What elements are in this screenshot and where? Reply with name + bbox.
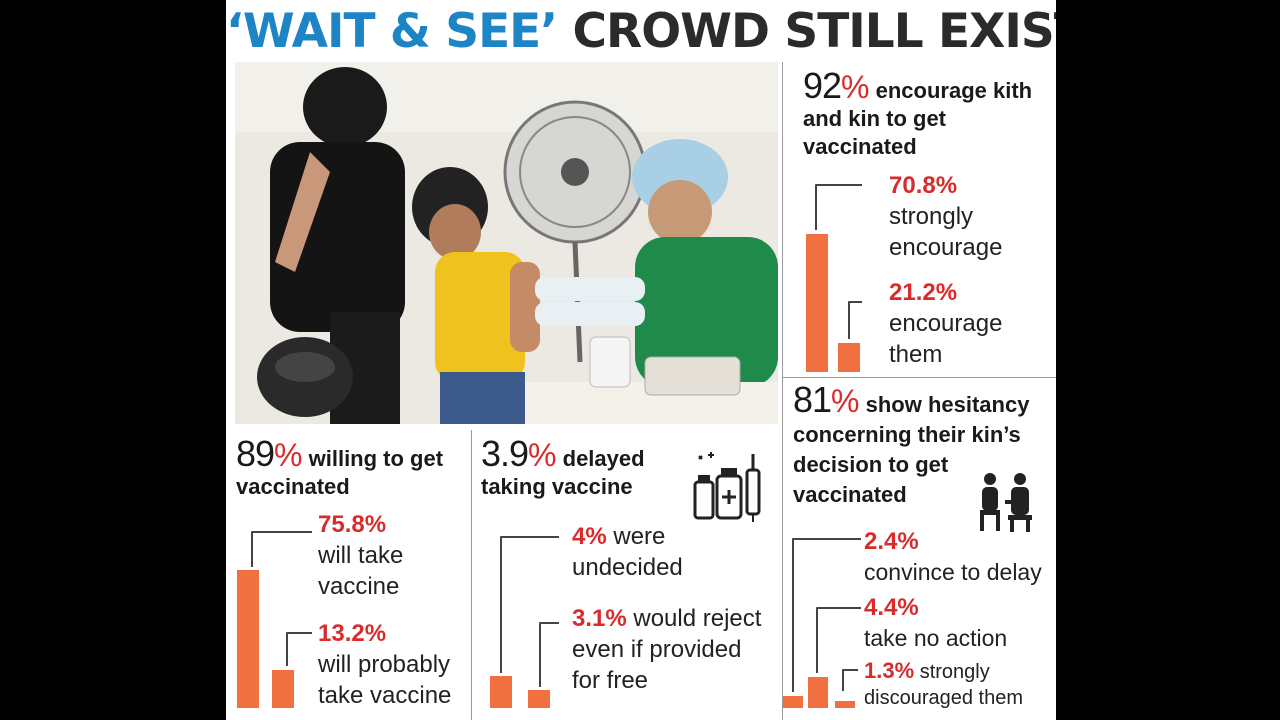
bar-strongly-encourage [806, 234, 828, 372]
hesitancy-item-2: 4.4% take no action [864, 592, 1054, 654]
encourage-text: encourage kith and kin to get vaccinated [803, 78, 1033, 159]
bar-would-reject [528, 690, 550, 708]
divider-bottom-vertical [471, 430, 472, 720]
willing-item-1: 75.8% will take vaccine [318, 509, 468, 602]
willing-item-1-label: will take vaccine [318, 542, 404, 600]
hesitancy-big-number: 81 [793, 379, 832, 420]
encourage-item-1: 70.8% strongly encourage [889, 170, 1054, 263]
willing-item-1-value: 75.8% [318, 511, 387, 538]
hesitancy-heading: 81% show hesitancy concerning their kin’… [793, 382, 1053, 510]
bar-were-undecided [490, 676, 512, 708]
delayed-bars [490, 536, 559, 708]
encourage-item-2-label: encourage them [889, 310, 1003, 368]
delayed-pct-sign: % [528, 437, 557, 473]
encourage-item-1-label: strongly encourage [889, 203, 1003, 261]
delayed-item-1-label: were undecided [572, 523, 683, 581]
infographic-panel: ‘WAIT & SEE’ CROWD STILL EXISTS [226, 0, 1056, 720]
vaccine-vials-icon [693, 452, 761, 522]
delayed-heading: 3.9% delayed taking vaccine [481, 436, 671, 501]
headline-rest: CROWD STILL EXISTS [572, 4, 1056, 59]
willing-text: willing to get vaccinated [236, 446, 444, 499]
hesitancy-item-3-value: 1.3% [864, 658, 915, 683]
encourage-pct-sign: % [841, 69, 870, 105]
bar-will-take-vaccine [237, 570, 259, 708]
willing-heading: 89% willing to get vaccinated [236, 436, 466, 501]
bar-strongly-discouraged [835, 701, 855, 708]
delayed-text: delayed taking vaccine [481, 446, 645, 499]
hesitancy-item-3-label: strongly discouraged them [864, 661, 1023, 709]
bar-will-probably-take [272, 670, 294, 708]
willing-pct-sign: % [274, 437, 303, 473]
doctor-patient-icon [980, 473, 1032, 532]
willing-item-2: 13.2% will probably take vaccine [318, 618, 468, 711]
delayed-item-2: 3.1% would reject even if provided for f… [572, 603, 772, 696]
willing-item-2-label: will probably take vaccine [318, 651, 452, 709]
hesitancy-text: show hesitancy concerning their kin’s de… [793, 392, 1030, 507]
hesitancy-bars [783, 538, 861, 708]
encourage-item-1-value: 70.8% [889, 172, 958, 199]
hesitancy-item-1: 2.4% convince to delay [864, 526, 1054, 588]
hesitancy-item-1-label: convince to delay [864, 559, 1042, 585]
delayed-item-1: 4% were undecided [572, 521, 772, 583]
hesitancy-item-3: 1.3% strongly discouraged them [864, 658, 1054, 711]
bar-encourage-them [838, 343, 860, 372]
vaccination-photo [235, 62, 778, 424]
willing-item-2-value: 13.2% [318, 620, 387, 647]
delayed-item-1-value: 4% [572, 523, 607, 550]
encourage-item-2-value: 21.2% [889, 279, 958, 306]
hesitancy-item-1-value: 2.4% [864, 528, 919, 555]
delayed-item-2-value: 3.1% [572, 605, 627, 632]
headline: ‘WAIT & SEE’ CROWD STILL EXISTS [226, 2, 1056, 62]
divider-right-horizontal [782, 377, 1056, 378]
willing-big-number: 89 [236, 433, 275, 474]
encourage-item-2: 21.2% encourage them [889, 277, 1054, 370]
encourage-heading: 92% encourage kith and kin to get vaccin… [803, 68, 1053, 161]
hesitancy-item-2-value: 4.4% [864, 594, 919, 621]
delayed-item-2-label: would reject even if provided for free [572, 605, 762, 694]
hesitancy-item-2-label: take no action [864, 625, 1008, 651]
encourage-bars [806, 184, 862, 372]
hesitancy-pct-sign: % [831, 383, 860, 419]
headline-quoted: ‘WAIT & SEE’ [226, 4, 558, 59]
willing-bars [237, 531, 312, 708]
delayed-big-number: 3.9 [481, 433, 529, 474]
divider-right-vertical [782, 62, 783, 720]
encourage-big-number: 92 [803, 65, 842, 106]
bar-take-no-action [808, 677, 828, 708]
bar-convince-to-delay [783, 696, 803, 708]
